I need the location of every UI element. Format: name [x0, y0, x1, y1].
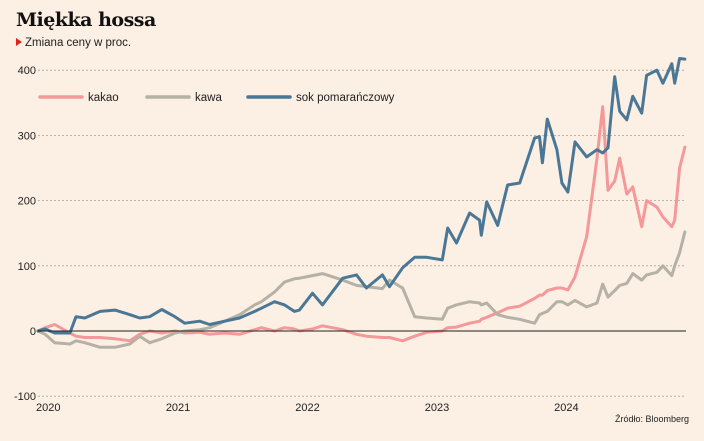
- y-tick-label: 300: [18, 130, 36, 142]
- source-note: Źródło: Bloomberg: [614, 414, 689, 424]
- legend-item: kawa: [145, 92, 222, 104]
- triangle-marker-icon: [16, 38, 22, 46]
- legend-label: kakao: [88, 92, 119, 104]
- subtitle-text: Zmiana ceny w proc.: [25, 37, 132, 49]
- x-tick-label: 2024: [554, 402, 578, 414]
- chart-title: Miękka hossa: [16, 9, 156, 31]
- y-tick-label: -100: [14, 391, 36, 403]
- y-tick-label: 0: [30, 326, 36, 338]
- x-tick-label: 2020: [36, 402, 60, 414]
- series-line-0: [36, 105, 687, 343]
- series-line-2: [36, 57, 687, 335]
- x-tick-label: 2023: [425, 402, 449, 414]
- series-line-1: [36, 230, 687, 349]
- x-tick-label: 2021: [166, 402, 190, 414]
- y-tick-label: 200: [18, 196, 36, 208]
- legend-item: sok pomarańczowy: [246, 92, 395, 104]
- legend-label: kawa: [195, 92, 222, 104]
- y-tick-label: 400: [18, 65, 36, 77]
- legend-label: sok pomarańczowy: [296, 92, 395, 104]
- legend-item: kakao: [38, 92, 119, 104]
- y-tick-label: 100: [18, 261, 36, 273]
- chart-subtitle: Zmiana ceny w proc.: [16, 37, 131, 49]
- x-tick-label: 2022: [295, 402, 319, 414]
